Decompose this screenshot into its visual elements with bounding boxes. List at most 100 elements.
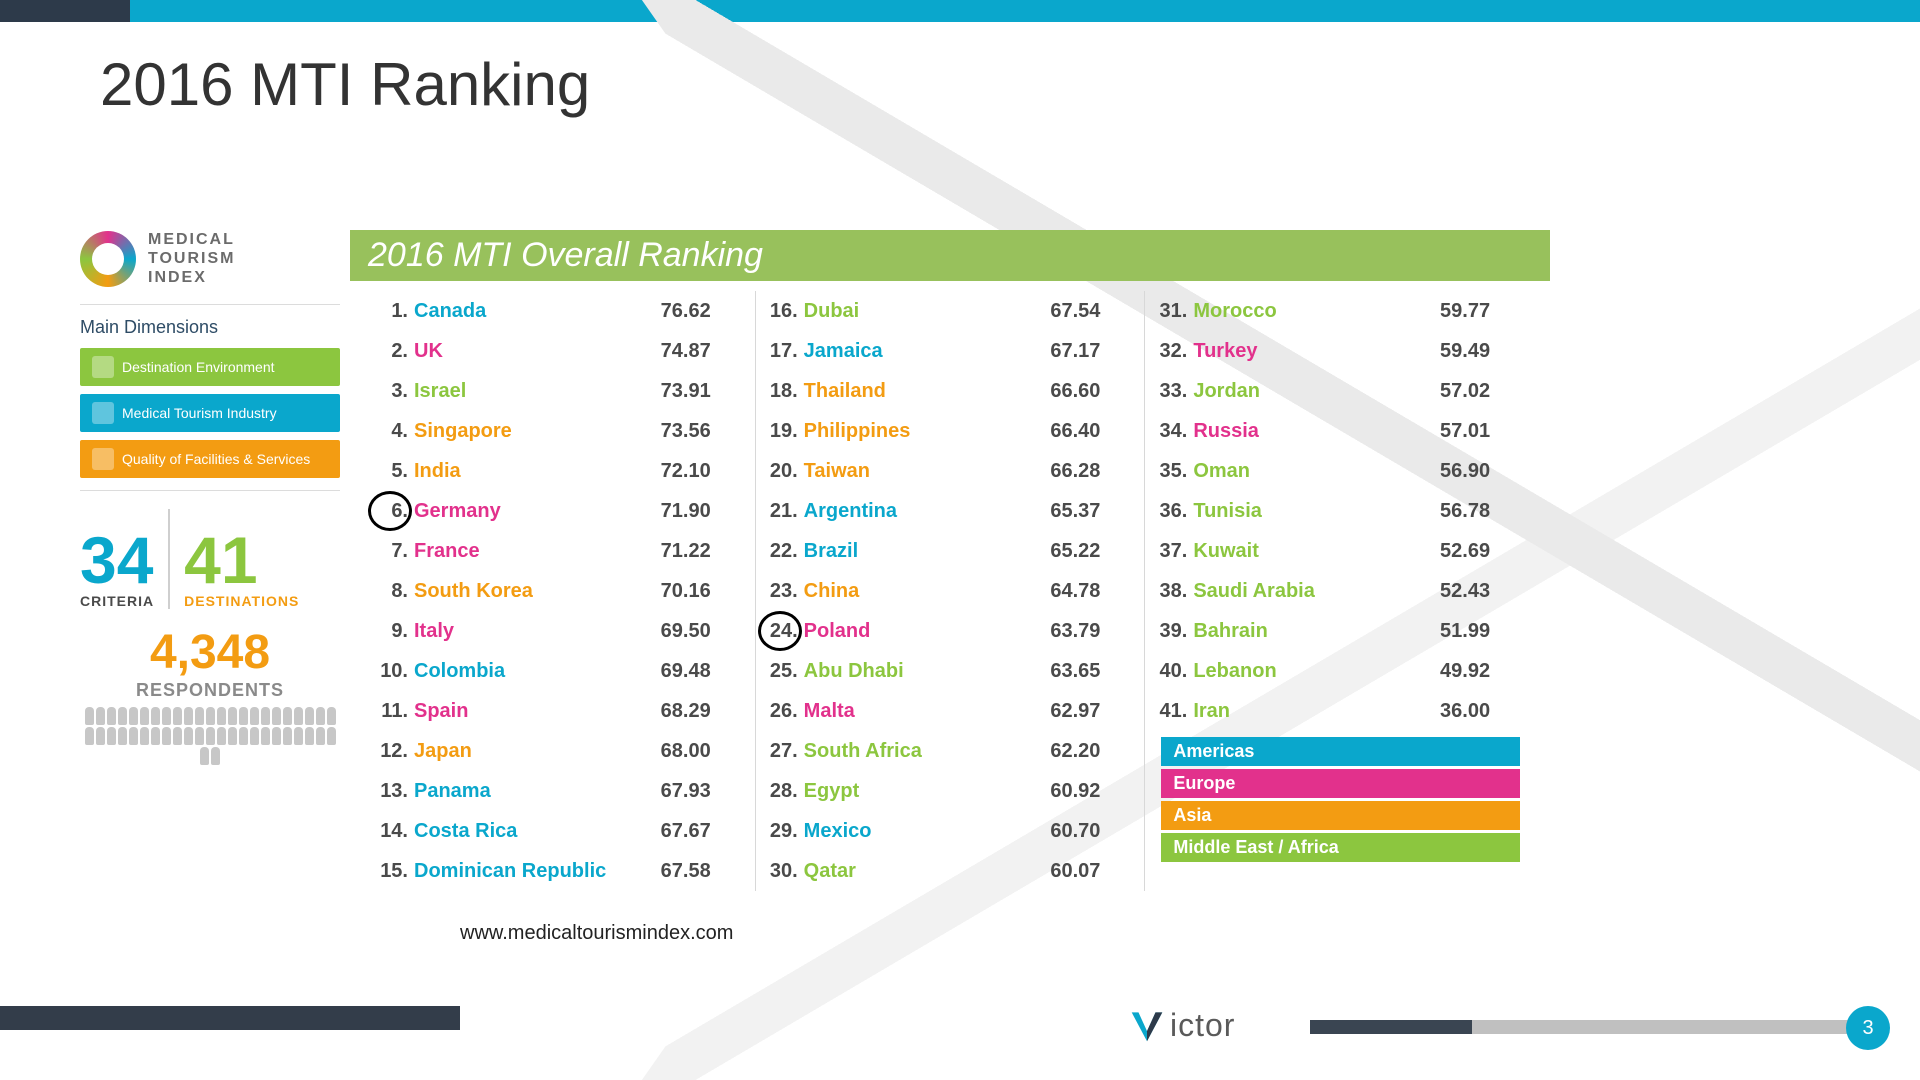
rank-score: 74.87	[661, 331, 741, 371]
dimension-icon	[92, 356, 114, 378]
rank-number: 5.	[380, 451, 414, 491]
rank-country: Costa Rica	[414, 811, 661, 851]
ranking-header: 2016 MTI Overall Ranking	[350, 230, 1550, 281]
dimension-icon	[92, 402, 114, 424]
ranking-row: 41.Iran36.00	[1159, 691, 1520, 731]
rank-country: Brazil	[804, 531, 1051, 571]
rank-number: 4.	[380, 411, 414, 451]
rank-score: 66.28	[1050, 451, 1130, 491]
rank-score: 65.37	[1050, 491, 1130, 531]
legend-item: Europe	[1161, 769, 1520, 798]
ranking-row: 28.Egypt60.92	[770, 771, 1131, 811]
stat-dest-n: 41	[184, 532, 299, 588]
mti-logo-text: MEDICAL TOURISM INDEX	[148, 230, 235, 288]
ranking-row: 25.Abu Dhabi63.65	[770, 651, 1131, 691]
stat-destinations: 41 DESTINATIONS	[184, 532, 299, 608]
rank-score: 52.69	[1440, 531, 1520, 571]
rank-number: 39.	[1159, 611, 1193, 651]
dimension-button: Destination Environment	[80, 348, 340, 386]
rank-country: Poland	[804, 611, 1051, 651]
divider	[80, 490, 340, 491]
rank-score: 67.17	[1050, 331, 1130, 371]
mti-logo-line: INDEX	[148, 268, 235, 287]
ranking-row: 1.Canada76.62	[380, 291, 741, 331]
rank-country: Tunisia	[1193, 491, 1440, 531]
rank-country: Thailand	[804, 371, 1051, 411]
rank-number: 36.	[1159, 491, 1193, 531]
rank-number: 24.	[770, 611, 804, 651]
rank-country: Russia	[1193, 411, 1440, 451]
rank-number: 10.	[380, 651, 414, 691]
rank-number: 31.	[1159, 291, 1193, 331]
rank-country: Malta	[804, 691, 1051, 731]
ranking-row: 24.Poland63.79	[770, 611, 1131, 651]
ranking-row: 10.Colombia69.48	[380, 651, 741, 691]
rank-score: 65.22	[1050, 531, 1130, 571]
rank-country: Italy	[414, 611, 661, 651]
rank-number: 35.	[1159, 451, 1193, 491]
ranking-column: 16.Dubai67.5417.Jamaica67.1718.Thailand6…	[755, 291, 1145, 891]
ranking-row: 12.Japan68.00	[380, 731, 741, 771]
rank-country: South Africa	[804, 731, 1051, 771]
rank-number: 21.	[770, 491, 804, 531]
ranking-row: 3.Israel73.91	[380, 371, 741, 411]
dimension-button: Quality of Facilities & Services	[80, 440, 340, 478]
legend-item: Middle East / Africa	[1161, 833, 1520, 862]
stat-criteria: 34 CRITERIA	[80, 532, 154, 608]
rank-number: 25.	[770, 651, 804, 691]
page-number: 3	[1846, 1006, 1890, 1050]
rank-country: Colombia	[414, 651, 661, 691]
ranking-row: 4.Singapore73.56	[380, 411, 741, 451]
mti-spinner-icon	[80, 231, 136, 287]
rank-score: 56.78	[1440, 491, 1520, 531]
ranking-row: 8.South Korea70.16	[380, 571, 741, 611]
ranking-row: 29.Mexico60.70	[770, 811, 1131, 851]
rank-number: 40.	[1159, 651, 1193, 691]
ranking-row: 33.Jordan57.02	[1159, 371, 1520, 411]
dimensions-label: Main Dimensions	[80, 317, 340, 338]
rank-score: 76.62	[661, 291, 741, 331]
rank-country: Egypt	[804, 771, 1051, 811]
rank-score: 56.90	[1440, 451, 1520, 491]
rank-country: Spain	[414, 691, 661, 731]
respondents-n: 4,348	[80, 625, 340, 680]
ranking-column: 31.Morocco59.7732.Turkey59.4933.Jordan57…	[1144, 291, 1534, 891]
ranking-row: 23.China64.78	[770, 571, 1131, 611]
rank-score: 62.20	[1050, 731, 1130, 771]
rank-score: 66.60	[1050, 371, 1130, 411]
rank-score: 69.48	[661, 651, 741, 691]
rank-country: Japan	[414, 731, 661, 771]
ranking-row: 30.Qatar60.07	[770, 851, 1131, 891]
ranking-row: 14.Costa Rica67.67	[380, 811, 741, 851]
footer-strip	[1310, 1020, 1850, 1034]
rank-number: 6.	[380, 491, 414, 531]
ranking-row: 6.Germany71.90	[380, 491, 741, 531]
dimension-button: Medical Tourism Industry	[80, 394, 340, 432]
left-panel: MEDICAL TOURISM INDEX Main Dimensions De…	[80, 230, 340, 765]
rank-number: 23.	[770, 571, 804, 611]
rank-score: 57.02	[1440, 371, 1520, 411]
rank-country: Germany	[414, 491, 661, 531]
ranking-row: 13.Panama67.93	[380, 771, 741, 811]
rank-country: Singapore	[414, 411, 661, 451]
stat-criteria-n: 34	[80, 532, 154, 588]
rank-number: 20.	[770, 451, 804, 491]
ranking-row: 26.Malta62.97	[770, 691, 1131, 731]
rank-country: Bahrain	[1193, 611, 1440, 651]
ranking-row: 5.India72.10	[380, 451, 741, 491]
rank-score: 62.97	[1050, 691, 1130, 731]
stat-criteria-l: CRITERIA	[80, 593, 154, 609]
ranking-row: 15.Dominican Republic67.58	[380, 851, 741, 891]
rank-score: 67.67	[661, 811, 741, 851]
rank-score: 64.78	[1050, 571, 1130, 611]
respondents-l: RESPONDENTS	[80, 680, 340, 701]
ranking-row: 17.Jamaica67.17	[770, 331, 1131, 371]
rank-number: 17.	[770, 331, 804, 371]
legend-item: Americas	[1161, 737, 1520, 766]
ranking-row: 9.Italy69.50	[380, 611, 741, 651]
rank-number: 16.	[770, 291, 804, 331]
rank-number: 30.	[770, 851, 804, 891]
rank-score: 57.01	[1440, 411, 1520, 451]
rank-score: 67.93	[661, 771, 741, 811]
ranking-row: 21.Argentina65.37	[770, 491, 1131, 531]
